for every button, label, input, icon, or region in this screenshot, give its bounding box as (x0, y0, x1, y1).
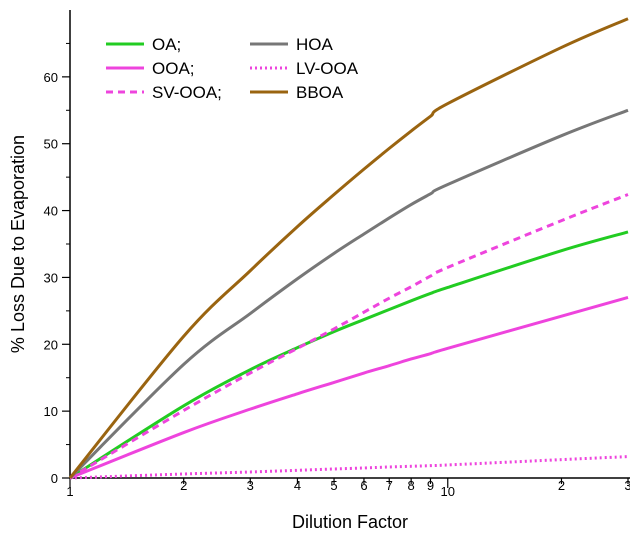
legend-label: SV-OOA; (152, 83, 222, 102)
x-tick-label: 5 (330, 478, 337, 493)
x-tick-label: 8 (408, 478, 415, 493)
series-line-lv-ooa (69, 455, 629, 480)
y-tick-label: 30 (44, 270, 58, 285)
legend-label: OOA; (152, 59, 195, 78)
y-tick-label: 60 (44, 70, 58, 85)
series-line-bboa (68, 17, 629, 479)
data-series (68, 17, 629, 480)
x-tick-label: 4 (294, 478, 301, 493)
series-line-hoa (68, 108, 629, 480)
y-tick-label: 0 (51, 471, 58, 486)
legend-label: OA; (152, 35, 181, 54)
y-tick-label: 20 (44, 337, 58, 352)
x-tick-label: 10 (441, 484, 455, 499)
x-tick-label: 1 (66, 484, 73, 499)
legend-label: BBOA (296, 83, 344, 102)
legend: OA; OOA; SV-OOA; HOA LV-OOA BBOA (106, 35, 359, 102)
series-line-sv-ooa (69, 193, 629, 480)
x-axis-title: Dilution Factor (292, 512, 408, 532)
y-axis-title: % Loss Due to Evaporation (8, 135, 28, 353)
x-tick-label: 2 (558, 478, 565, 493)
x-tick-label: 7 (386, 478, 393, 493)
series-line-oa (69, 230, 629, 480)
x-tick-label: 2 (180, 478, 187, 493)
y-tick-label: 10 (44, 404, 58, 419)
x-tick-label: 3 (624, 478, 630, 493)
y-tick-label: 40 (44, 204, 58, 219)
x-tick-label: 9 (427, 478, 434, 493)
legend-label: HOA (296, 35, 334, 54)
x-tick-label: 3 (247, 478, 254, 493)
y-tick-label: 50 (44, 137, 58, 152)
series-line-ooa (69, 296, 629, 480)
legend-label: LV-OOA (296, 59, 359, 78)
x-tick-label: 6 (360, 478, 367, 493)
